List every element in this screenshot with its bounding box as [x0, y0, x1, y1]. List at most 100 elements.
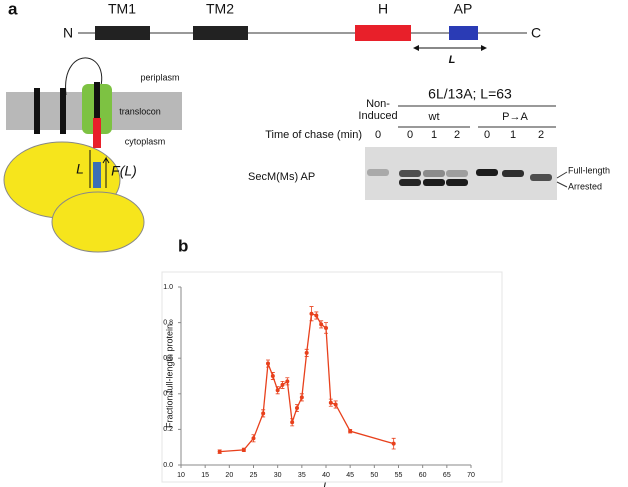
- h-box: [355, 25, 411, 41]
- data-point: [217, 449, 222, 454]
- time-label: Time of chase (min): [265, 129, 362, 141]
- wt-label: wt: [428, 111, 440, 123]
- force-arrows: [89, 150, 110, 188]
- panel-label: a: [8, 0, 18, 18]
- data-point: [324, 325, 328, 330]
- data-point: [280, 382, 285, 387]
- sample-label: SecM(Ms) AP: [248, 171, 315, 183]
- data-point: [299, 395, 304, 400]
- ap-box: [449, 26, 478, 40]
- h-segment: [93, 118, 101, 148]
- x-tick-label: 50: [370, 472, 378, 479]
- h-label: H: [378, 1, 388, 17]
- data-point: [270, 374, 275, 378]
- data-point: [309, 311, 314, 316]
- ap-label: AP: [454, 1, 473, 17]
- band: [367, 169, 389, 176]
- band: [446, 170, 468, 177]
- lane-label: 1: [431, 129, 437, 141]
- ribosome-small: [51, 191, 145, 253]
- band: [476, 169, 498, 176]
- data-point: [391, 441, 396, 446]
- x-tick-label: 10: [177, 472, 185, 479]
- tm2-label: TM2: [206, 1, 234, 17]
- band: [399, 179, 421, 186]
- lane-label: 2: [454, 129, 460, 141]
- data-point: [295, 406, 299, 411]
- cytoplasm-label: cytoplasm: [125, 136, 166, 146]
- n-label: N: [63, 25, 73, 41]
- data-point: [290, 420, 295, 425]
- chart-frame: [161, 271, 503, 483]
- translocon-label: translocon: [119, 106, 161, 116]
- band: [530, 174, 552, 181]
- y-tick-label: 0.6: [163, 355, 173, 362]
- y-tick-label: 0.4: [163, 391, 173, 398]
- band-pointers: [556, 171, 568, 188]
- x-tick-label: 55: [395, 472, 403, 479]
- c-label: C: [531, 25, 541, 41]
- y-tick-label: 0.8: [163, 319, 173, 326]
- data-point: [348, 429, 353, 434]
- schematic-l: L: [76, 161, 84, 177]
- pa-label: P→A: [502, 111, 528, 123]
- y-tick-label: 1.0: [163, 284, 173, 291]
- non-induced: Induced: [358, 110, 397, 122]
- data-point: [328, 400, 333, 405]
- periplasm-label: periplasm: [140, 72, 179, 82]
- band: [502, 170, 524, 177]
- band: [423, 179, 445, 186]
- data-point: [266, 361, 270, 366]
- data-point: [241, 447, 246, 452]
- band: [446, 179, 468, 186]
- x-tick-label: 25: [250, 472, 258, 479]
- data-point: [251, 436, 256, 441]
- panel-a: a N TM1 TM2 H AP C L periplasm transloco…: [3, 0, 610, 253]
- x-tick-label: 40: [322, 472, 330, 479]
- data-point: [304, 350, 309, 355]
- ap-segment: [93, 162, 101, 188]
- tm1-helix: [34, 88, 40, 134]
- lane-label: 1: [510, 129, 516, 141]
- lane-label: 0: [407, 129, 413, 141]
- force-label: F(L): [111, 163, 137, 179]
- non-induced: Non-: [366, 98, 390, 110]
- arrested-label: Arrested: [568, 181, 602, 191]
- x-tick-label: 15: [201, 472, 209, 479]
- data-point: [333, 402, 338, 407]
- x-tick-label: 20: [225, 472, 233, 479]
- data-point: [319, 322, 324, 327]
- data-point: [275, 388, 280, 393]
- x-tick-label: 45: [346, 472, 354, 479]
- tm2-helix: [60, 88, 66, 134]
- band: [423, 170, 445, 177]
- x-tick-label: 30: [274, 472, 282, 479]
- y-tick-label: 0.0: [163, 462, 173, 469]
- x-tick-label: 35: [298, 472, 306, 479]
- lane-label: 0: [484, 129, 490, 141]
- y-axis-label: Fraction full-length protein: [164, 324, 174, 428]
- panel-label: b: [178, 236, 188, 255]
- data-point: [285, 379, 290, 384]
- gel-title: 6L/13A; L=63: [428, 86, 512, 102]
- band: [399, 170, 421, 177]
- data-line: [219, 312, 394, 453]
- tm1-box: [95, 26, 150, 40]
- gel: [365, 147, 557, 200]
- tm1-label: TM1: [108, 1, 136, 17]
- lane-label: 0: [375, 129, 381, 141]
- panel-b: b 0.0 0.2 0.4 0.6 0.8 1.0 10 15 20 25 30 35 40 45 50 55…: [161, 236, 503, 487]
- data-point: [261, 411, 266, 416]
- x-tick-label: 60: [419, 472, 427, 479]
- l-label: L: [449, 54, 456, 66]
- data-point: [314, 313, 319, 318]
- x-axis-label: L: [323, 481, 329, 487]
- tm2-box: [193, 26, 248, 40]
- y-tick-label: 0.2: [163, 426, 173, 433]
- full-length-label: Full-length: [568, 165, 610, 175]
- x-tick-label: 65: [443, 472, 451, 479]
- x-tick-label: 70: [467, 472, 475, 479]
- nascent-chain: [94, 82, 100, 148]
